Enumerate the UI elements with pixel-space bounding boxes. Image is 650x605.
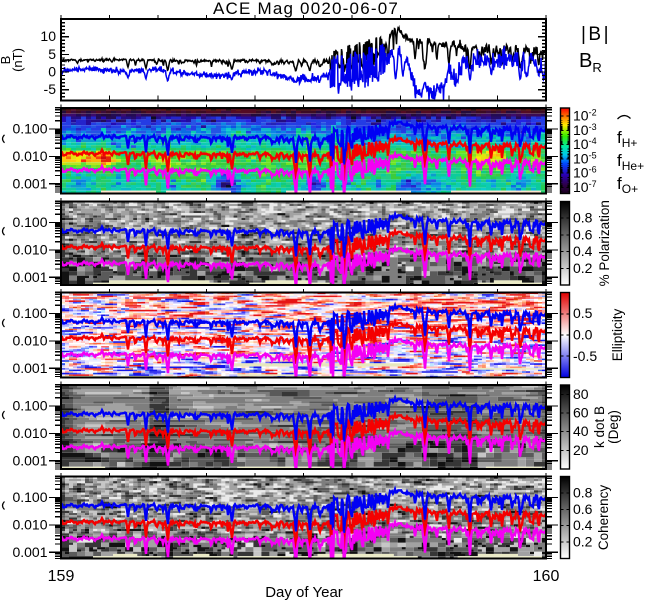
- svg-text:-0.5: -0.5: [573, 348, 597, 364]
- svg-text:Day of Year: Day of Year: [265, 584, 343, 600]
- svg-text:0.010: 0.010: [12, 148, 47, 164]
- svg-text:10: 10: [40, 28, 56, 44]
- svg-text:0.001: 0.001: [12, 175, 47, 191]
- svg-text:0.001: 0.001: [12, 360, 47, 376]
- svg-text:0.6: 0.6: [573, 226, 593, 242]
- svg-text:0.010: 0.010: [12, 516, 47, 532]
- svg-text:0.001: 0.001: [12, 269, 47, 285]
- svg-text:|B|: |B|: [581, 24, 611, 45]
- svg-text:80: 80: [573, 386, 589, 402]
- svg-text:0.4: 0.4: [573, 517, 593, 533]
- svg-text:60: 60: [573, 405, 589, 421]
- svg-text:(Deg): (Deg): [606, 410, 621, 444]
- svg-text:0.2: 0.2: [573, 534, 593, 550]
- svg-text:0.100: 0.100: [12, 398, 47, 414]
- svg-text:0.100: 0.100: [12, 121, 47, 137]
- svg-text:0.6: 0.6: [573, 501, 593, 517]
- svg-text:0.4: 0.4: [573, 243, 593, 259]
- svg-text:160: 160: [533, 568, 560, 585]
- svg-text:B: B: [0, 56, 13, 65]
- svg-text:% Polarization: % Polarization: [597, 200, 612, 286]
- svg-text:0.010: 0.010: [12, 425, 47, 441]
- svg-text:0: 0: [48, 64, 56, 80]
- svg-text:0.010: 0.010: [12, 241, 47, 257]
- svg-text:ACE Mag 0020-06-07: ACE Mag 0020-06-07: [213, 0, 399, 18]
- svg-text:-5: -5: [44, 81, 57, 97]
- svg-text:0.100: 0.100: [12, 305, 47, 321]
- svg-text:5: 5: [48, 46, 56, 62]
- svg-text:0.0: 0.0: [573, 327, 593, 343]
- svg-text:40: 40: [573, 423, 589, 439]
- svg-text:Ellipticity: Ellipticity: [610, 308, 625, 361]
- svg-text:0.2: 0.2: [573, 260, 593, 276]
- svg-text:0.8: 0.8: [573, 484, 593, 500]
- svg-text:Coherency: Coherency: [596, 485, 611, 551]
- svg-text:0.8: 0.8: [573, 210, 593, 226]
- svg-text:0.010: 0.010: [12, 332, 47, 348]
- svg-text:0.001: 0.001: [12, 452, 47, 468]
- svg-text:159: 159: [48, 568, 75, 585]
- svg-text:0.100: 0.100: [12, 489, 47, 505]
- svg-text:0.001: 0.001: [12, 544, 47, 560]
- svg-text:0.100: 0.100: [12, 214, 47, 230]
- svg-text:k dot B: k dot B: [592, 406, 607, 448]
- svg-text:20: 20: [573, 442, 589, 458]
- svg-text:0.5: 0.5: [573, 305, 593, 321]
- svg-text:(nT): (nT): [10, 48, 25, 72]
